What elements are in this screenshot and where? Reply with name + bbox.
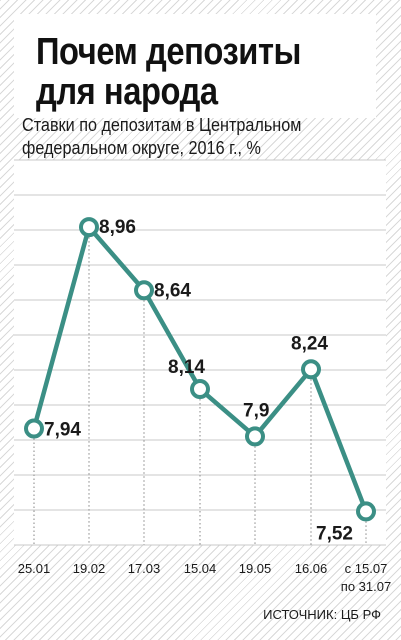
source-note: ИСТОЧНИК: ЦБ РФ: [263, 607, 381, 622]
x-tick-label: по 31.07: [341, 579, 391, 594]
x-tick-label: 19.05: [239, 561, 272, 576]
data-point: [301, 359, 321, 380]
chart-title: Почем депозиты для народа: [36, 32, 301, 112]
data-label: 8,24: [291, 333, 328, 354]
data-point: [24, 418, 44, 439]
title-line-1: Почем депозиты: [36, 31, 302, 73]
x-tick-label: 16.06: [295, 561, 328, 576]
plot-background: [14, 160, 386, 545]
x-tick-label: с 15.07: [345, 561, 388, 576]
data-point: [245, 426, 265, 447]
data-label: 8,96: [99, 217, 136, 238]
data-label: 7,9: [243, 400, 269, 421]
data-point: [79, 217, 99, 238]
x-tick-label: 17.03: [128, 561, 161, 576]
data-point: [190, 379, 210, 400]
title-line-2: для народа: [36, 71, 218, 113]
chart-subtitle: Ставки по депозитам в Центральном федера…: [22, 114, 382, 160]
x-tick-label: 15.04: [184, 561, 217, 576]
data-point: [356, 501, 376, 522]
x-tick-label: 19.02: [73, 561, 106, 576]
data-point: [134, 280, 154, 301]
data-label: 8,14: [168, 357, 205, 378]
subtitle-line-1: Ставки по депозитам в Центральном: [22, 115, 302, 135]
data-label: 7,94: [44, 420, 81, 441]
subtitle-line-2: федеральном округе, 2016 г., %: [22, 138, 261, 158]
data-label: 8,64: [154, 280, 191, 301]
x-tick-label: 25.01: [18, 561, 51, 576]
title-box: Почем депозиты для народа: [14, 14, 376, 118]
data-label: 7,52: [316, 523, 353, 544]
